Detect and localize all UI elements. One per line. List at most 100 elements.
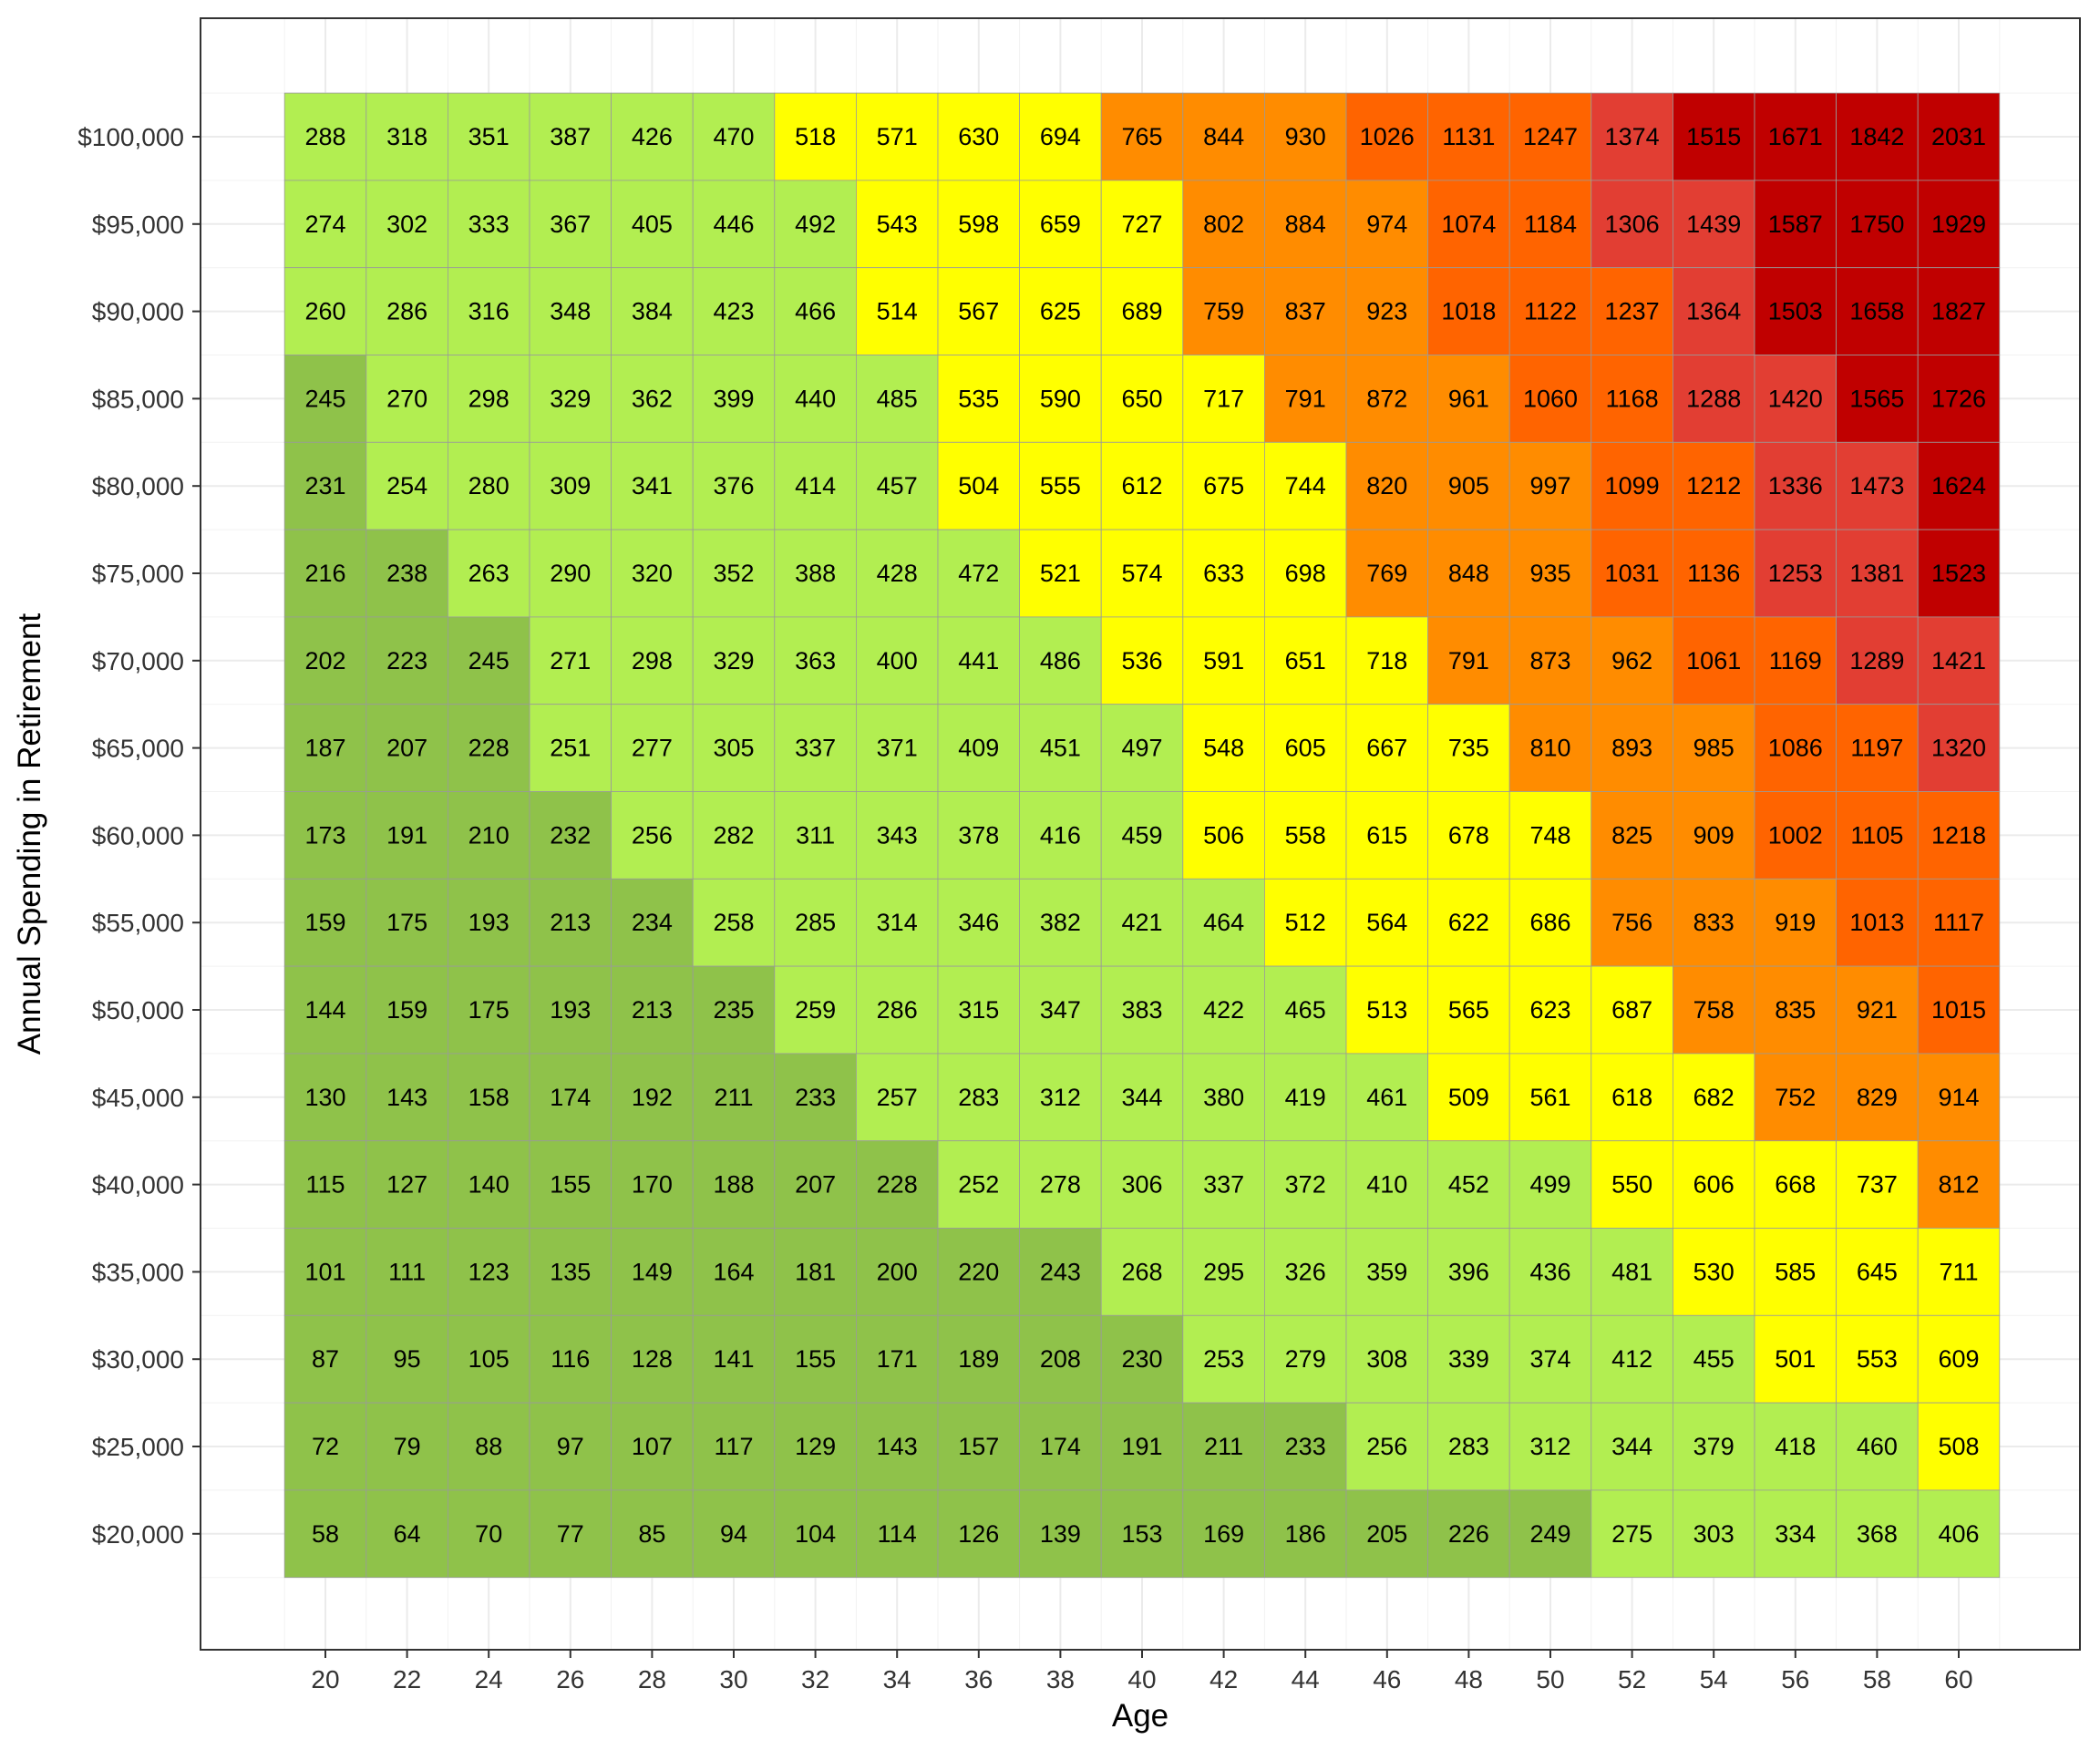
- cell-value-label: 1184: [1524, 211, 1577, 238]
- heatmap-cell: [856, 1489, 939, 1579]
- heatmap-cell: [1673, 1314, 1755, 1404]
- cell-value-label: 1726: [1931, 385, 1986, 412]
- cell-value-label: 1099: [1605, 472, 1660, 499]
- heatmap-cell: [529, 355, 612, 443]
- cell-value-label: 513: [1366, 996, 1407, 1024]
- cell-value-label: 130: [304, 1084, 345, 1111]
- cell-value-label: 158: [468, 1084, 510, 1111]
- heatmap-cell: [1264, 1228, 1347, 1316]
- heatmap-cell: [692, 1489, 776, 1579]
- cell-value-label: 501: [1775, 1345, 1816, 1373]
- cell-value-label: 302: [386, 211, 427, 238]
- heatmap-cell: [447, 616, 530, 705]
- cell-value-label: 512: [1285, 909, 1326, 936]
- cell-value-label: 193: [468, 909, 510, 936]
- x-tick-label: 44: [1292, 1665, 1320, 1693]
- cell-value-label: 735: [1448, 735, 1489, 762]
- cell-value-label: 115: [305, 1171, 345, 1199]
- heatmap-cell: [937, 1228, 1020, 1316]
- x-tick-label: 56: [1781, 1665, 1809, 1693]
- cell-value-label: 606: [1693, 1171, 1735, 1199]
- cell-value-label: 465: [1285, 996, 1326, 1024]
- heatmap-cell: [1019, 529, 1102, 618]
- heatmap-cell: [1264, 180, 1347, 269]
- cell-value-label: 574: [1121, 560, 1162, 587]
- heatmap-cell: [1427, 965, 1510, 1055]
- cell-value-label: 245: [304, 385, 345, 412]
- cell-value-label: 615: [1366, 821, 1407, 849]
- cell-value-label: 1750: [1849, 211, 1904, 238]
- cell-value-label: 558: [1285, 821, 1326, 849]
- cell-value-label: 555: [1040, 472, 1081, 499]
- heatmap-cell: [1019, 704, 1102, 792]
- x-tick-label: 32: [801, 1665, 829, 1693]
- cell-value-label: 1237: [1605, 298, 1660, 325]
- heatmap-cell: [937, 878, 1020, 967]
- heatmap-cell: [1508, 616, 1592, 705]
- cell-value-label: 252: [958, 1171, 999, 1199]
- cell-value-label: 187: [304, 735, 345, 762]
- cell-value-label: 884: [1285, 211, 1326, 238]
- cell-value-label: 155: [550, 1171, 591, 1199]
- cell-value-label: 406: [1938, 1520, 1979, 1548]
- y-tick-label: $90,000: [92, 298, 184, 326]
- heatmap-cell: [1182, 92, 1265, 181]
- cell-value-label: 359: [1366, 1258, 1407, 1285]
- y-tick-label: $95,000: [92, 211, 184, 239]
- heatmap-cell: [1345, 791, 1428, 880]
- cell-value-label: 383: [1121, 996, 1162, 1024]
- cell-value-label: 256: [632, 821, 673, 849]
- cell-value-label: 1842: [1849, 123, 1904, 150]
- cell-value-label: 343: [877, 821, 918, 849]
- heatmap-cell: [611, 1402, 694, 1491]
- cell-value-label: 689: [1121, 298, 1162, 325]
- cell-value-label: 254: [386, 472, 427, 499]
- heatmap-cell: [692, 92, 776, 181]
- cell-value-label: 630: [958, 123, 999, 150]
- heatmap-cell: [1917, 529, 2001, 618]
- cell-value-label: 144: [304, 996, 345, 1024]
- y-tick-label: $20,000: [92, 1520, 184, 1549]
- heatmap-cell: [856, 616, 939, 705]
- heatmap-cell: [937, 616, 1020, 705]
- heatmap-cell: [937, 267, 1020, 355]
- heatmap-cell: [1100, 441, 1184, 530]
- cell-value-label: 312: [1040, 1084, 1081, 1111]
- heatmap-cell: [529, 267, 612, 355]
- heatmap-cell: [1917, 180, 2001, 269]
- heatmap-cell: [365, 355, 448, 443]
- heatmap-cell: [1836, 1228, 1919, 1316]
- heatmap-cell: [283, 1489, 367, 1579]
- heatmap-cell: [856, 180, 939, 269]
- heatmap-cell: [1836, 529, 1919, 618]
- cell-value-label: 157: [958, 1433, 999, 1460]
- cell-value-label: 752: [1775, 1084, 1816, 1111]
- heatmap-cell: [1182, 704, 1265, 792]
- cell-value-label: 286: [386, 298, 427, 325]
- cell-value-label: 1289: [1849, 647, 1904, 674]
- heatmap-cell: [365, 791, 448, 880]
- heatmap-cell: [856, 1402, 939, 1491]
- cell-value-label: 848: [1448, 560, 1489, 587]
- heatmap-cell: [529, 92, 612, 181]
- cell-value-label: 744: [1285, 472, 1326, 499]
- cell-value-label: 441: [958, 647, 999, 674]
- y-tick-label: $100,000: [77, 123, 184, 151]
- cell-value-label: 459: [1121, 821, 1162, 849]
- cell-value-label: 504: [958, 472, 999, 499]
- heatmap-cell: [1182, 1140, 1265, 1229]
- cell-value-label: 1374: [1605, 123, 1660, 150]
- cell-value-label: 337: [1203, 1171, 1244, 1199]
- heatmap-cell: [1590, 616, 1673, 705]
- heatmap-cell: [1590, 878, 1673, 967]
- cell-value-label: 802: [1203, 211, 1244, 238]
- cell-value-label: 159: [304, 909, 345, 936]
- cell-value-label: 962: [1611, 647, 1652, 674]
- cell-value-label: 833: [1693, 909, 1735, 936]
- heatmap-cell: [1754, 1402, 1837, 1491]
- cell-value-label: 171: [877, 1345, 918, 1373]
- heatmap-cell: [1427, 180, 1510, 269]
- cell-value-label: 645: [1857, 1258, 1898, 1285]
- heatmap-cell: [1345, 1053, 1428, 1142]
- cell-value-label: 245: [468, 647, 510, 674]
